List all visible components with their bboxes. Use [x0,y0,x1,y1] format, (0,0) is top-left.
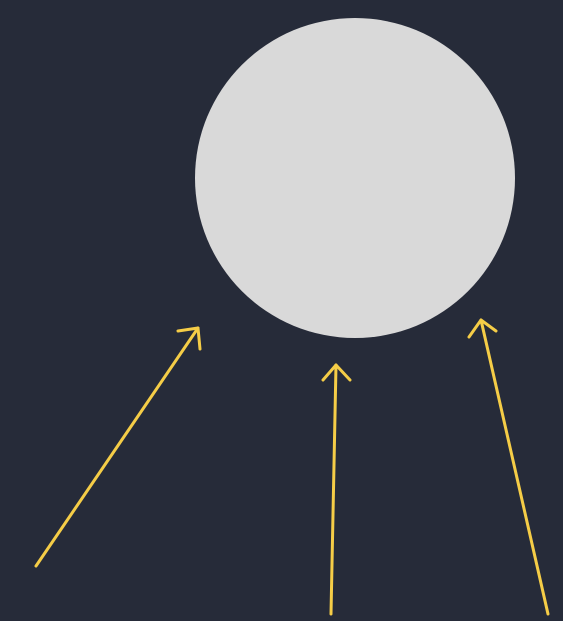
arrow-left [34,326,202,568]
central-circle [195,18,515,338]
arrow-right [467,318,550,616]
arrow-left-head [176,326,202,351]
arrow-left-shaft [34,326,200,568]
arrow-right-head [467,318,498,339]
arrow-center [321,363,352,616]
arrow-center-head [321,363,352,382]
arrow-right-shaft [479,318,550,616]
arrow-center-shaft [329,363,338,616]
